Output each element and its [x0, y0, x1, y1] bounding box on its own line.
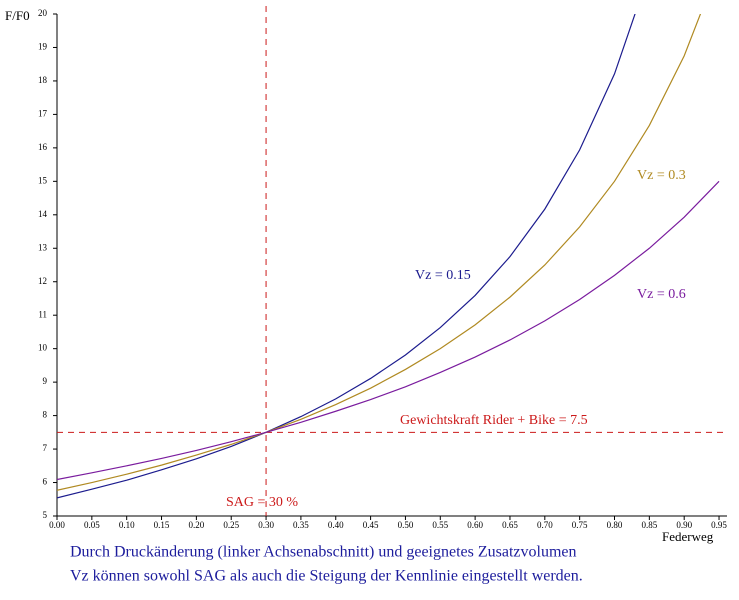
x-tick-label: 0.00 — [49, 520, 65, 530]
series-label: Vz = 0.3 — [637, 168, 686, 183]
annotation: Gewichtskraft Rider + Bike = 7.5 — [400, 413, 588, 428]
y-tick-label: 5 — [43, 510, 48, 520]
y-tick-label: 15 — [38, 175, 48, 185]
x-tick-label: 0.20 — [189, 520, 205, 530]
x-tick-label: 0.75 — [572, 520, 588, 530]
y-tick-label: 20 — [38, 8, 48, 18]
y-tick-label: 9 — [43, 376, 48, 386]
x-tick-label: 0.55 — [432, 520, 448, 530]
series-line — [57, 180, 720, 481]
y-tick-label: 6 — [43, 477, 48, 487]
y-axis-label: F/F0 — [5, 8, 30, 23]
series-line — [57, 14, 702, 491]
annotation: SAG = 30 % — [226, 495, 298, 510]
y-tick-label: 11 — [38, 309, 47, 319]
x-axis-label: Federweg — [662, 529, 714, 544]
y-tick-label: 14 — [38, 209, 48, 219]
x-tick-label: 0.90 — [676, 520, 692, 530]
series-line — [57, 14, 636, 499]
x-tick-label: 0.15 — [154, 520, 170, 530]
x-tick-label: 0.35 — [293, 520, 309, 530]
x-tick-label: 0.40 — [328, 520, 344, 530]
x-tick-label: 0.30 — [258, 520, 274, 530]
y-tick-label: 13 — [38, 242, 48, 252]
caption-line: Vz können sowohl SAG als auch die Steigu… — [70, 568, 583, 585]
y-tick-label: 8 — [43, 410, 48, 420]
y-tick-label: 19 — [38, 42, 48, 52]
x-tick-label: 0.25 — [223, 520, 239, 530]
x-tick-label: 0.50 — [398, 520, 414, 530]
series-label: Vz = 0.6 — [637, 287, 686, 302]
x-tick-label: 0.80 — [607, 520, 623, 530]
x-tick-label: 0.95 — [711, 520, 727, 530]
caption-line: Durch Druckänderung (linker Achsenabschn… — [70, 544, 577, 561]
y-tick-label: 7 — [43, 443, 48, 453]
x-tick-label: 0.05 — [84, 520, 100, 530]
y-tick-label: 16 — [38, 142, 48, 152]
y-tick-label: 17 — [38, 108, 48, 118]
y-tick-label: 18 — [38, 75, 48, 85]
y-tick-label: 10 — [38, 343, 48, 353]
y-tick-label: 12 — [38, 276, 47, 286]
x-tick-label: 0.85 — [641, 520, 657, 530]
series-label: Vz = 0.15 — [415, 268, 471, 283]
x-tick-label: 0.10 — [119, 520, 135, 530]
x-tick-label: 0.65 — [502, 520, 518, 530]
x-tick-label: 0.60 — [467, 520, 483, 530]
x-tick-label: 0.70 — [537, 520, 553, 530]
x-tick-label: 0.45 — [363, 520, 379, 530]
